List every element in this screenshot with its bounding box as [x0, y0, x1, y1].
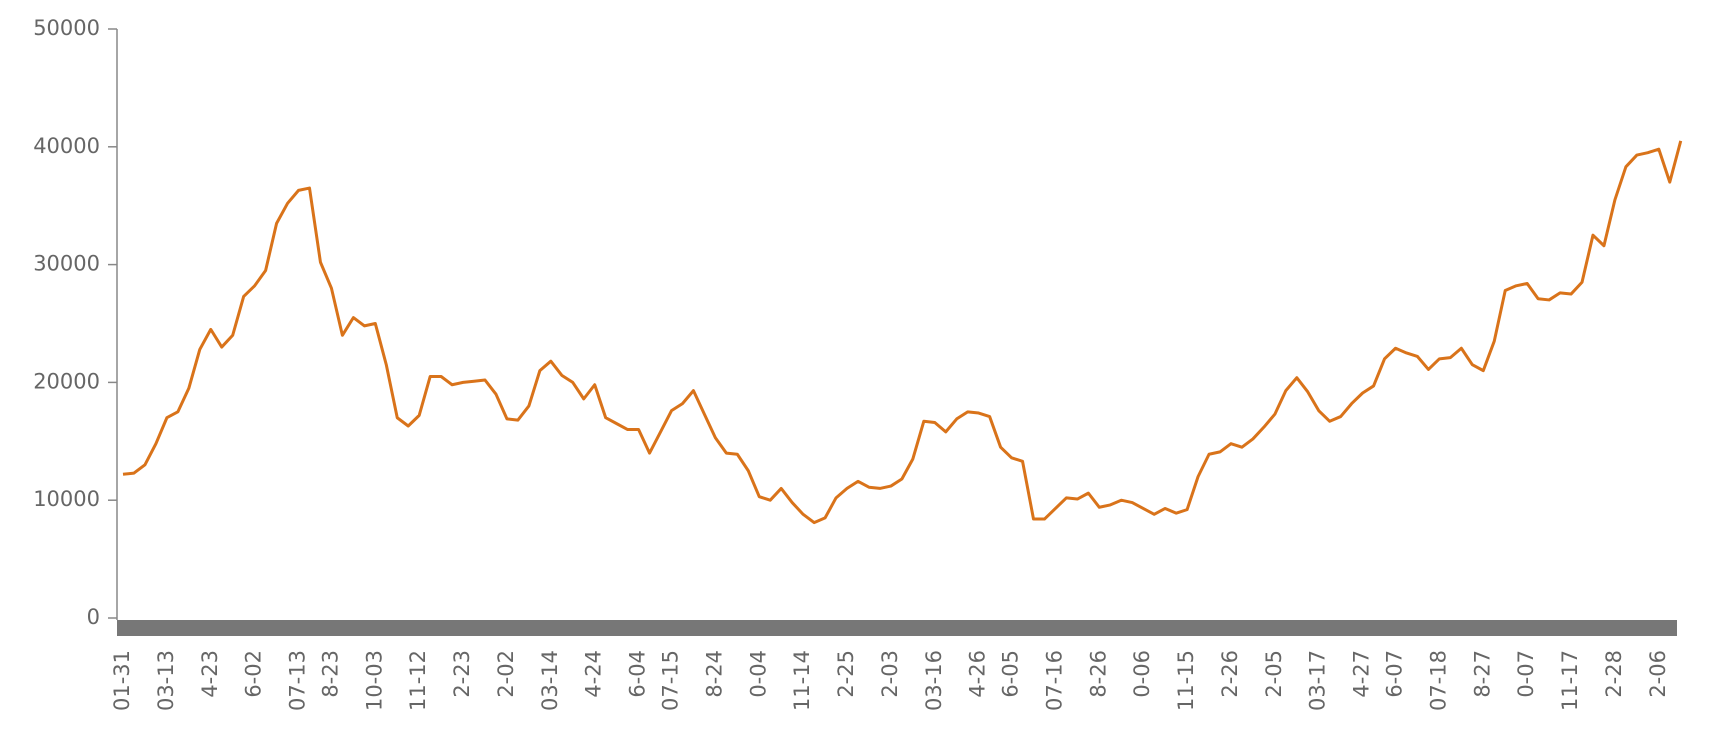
x-tick-label: 8-27	[1470, 650, 1494, 698]
y-tick-label: 10000	[33, 487, 100, 511]
x-tick-label: 8-26	[1086, 650, 1110, 698]
x-tick-label: 4-24	[582, 650, 606, 698]
x-tick-label: 07-13	[286, 650, 310, 711]
x-tick-label: 0-06	[1130, 650, 1154, 698]
x-tick-label: 6-04	[626, 650, 650, 698]
x-tick-label: 10-03	[362, 650, 386, 711]
x-tick-label: 4-26	[966, 650, 990, 698]
x-tick-label: 03-14	[538, 650, 562, 711]
x-tick-label: 0-04	[746, 650, 770, 698]
x-tick-label: 11-14	[790, 650, 814, 711]
x-tick-label: 8-23	[318, 650, 342, 698]
x-tick-label: 03-17	[1306, 650, 1330, 711]
x-tick-label: 2-05	[1262, 650, 1286, 698]
data-line	[122, 140, 1683, 525]
x-tick-label: 2-23	[450, 650, 474, 698]
x-tick-label: 07-16	[1042, 650, 1066, 711]
x-tick-label: 6-07	[1383, 650, 1407, 698]
x-tick-label: 2-03	[878, 650, 902, 698]
x-tick-label: 0-07	[1514, 650, 1538, 698]
x-tick-label: 01-31	[110, 650, 134, 711]
x-tick-label: 07-18	[1426, 650, 1450, 711]
x-tick-label: 11-17	[1558, 650, 1582, 711]
x-tick-label: 03-13	[154, 650, 178, 711]
x-tick-label: 2-26	[1218, 650, 1242, 698]
x-tick-label: 2-06	[1646, 650, 1670, 698]
x-tick-label: 2-25	[834, 650, 858, 698]
x-tick-label: 6-02	[242, 650, 266, 698]
y-tick-label: 0	[87, 605, 100, 629]
x-tick-label: 4-23	[198, 650, 222, 698]
x-tick-label: 11-15	[1174, 650, 1198, 711]
y-tick-label: 30000	[33, 252, 100, 276]
x-tick-label: 11-12	[406, 650, 430, 711]
x-tick-label: 03-16	[922, 650, 946, 711]
y-tick-label: 50000	[33, 16, 100, 40]
x-axis-band	[117, 620, 1677, 636]
x-tick-label: 4-27	[1350, 650, 1374, 698]
x-tick-label: 6-05	[999, 650, 1023, 698]
x-tick-label: 07-15	[659, 650, 683, 711]
y-tick-label: 40000	[33, 134, 100, 158]
y-tick-label: 20000	[33, 369, 100, 393]
x-tick-label: 2-02	[494, 650, 518, 698]
x-tick-label: 2-28	[1602, 650, 1626, 698]
x-tick-label: 8-24	[702, 650, 726, 698]
